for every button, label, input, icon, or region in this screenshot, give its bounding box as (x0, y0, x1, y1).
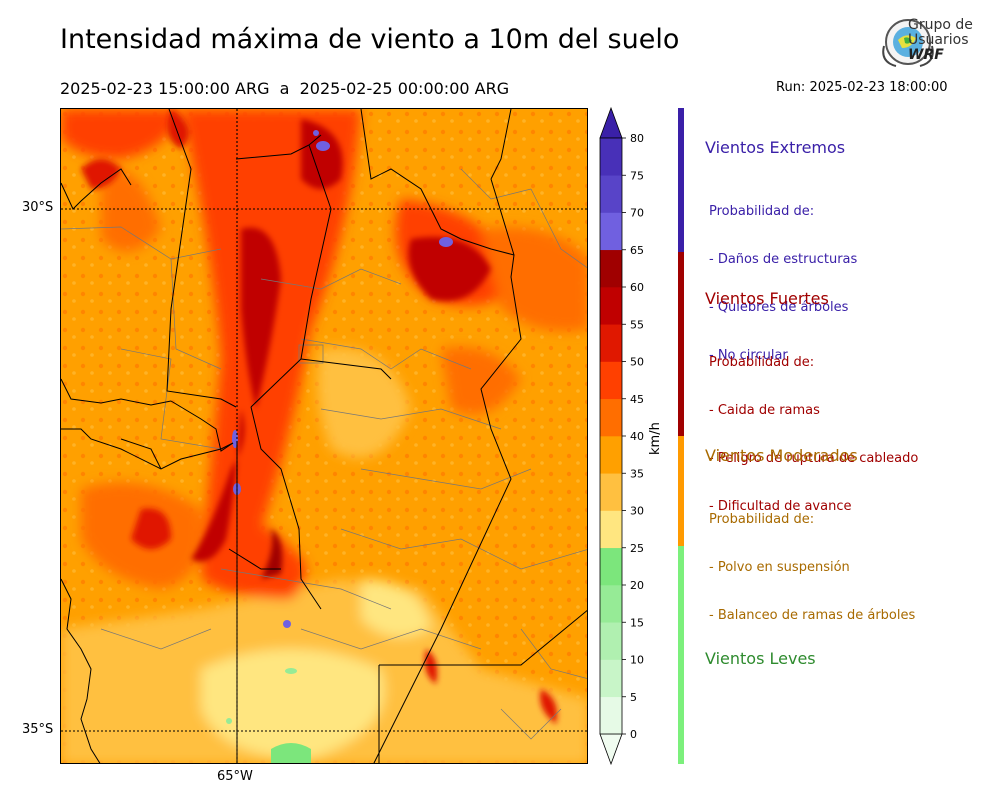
light-wind-patches (226, 668, 311, 763)
colorbar-extend-high (599, 106, 623, 139)
category-item: - Daños de estructuras (709, 252, 858, 267)
category-title-strong: Vientos Fuertes (705, 289, 829, 308)
colorbar-tick-label: 20 (630, 579, 644, 592)
colorbar-swatch (600, 138, 622, 176)
colorbar-swatch (600, 398, 622, 437)
colorbar-tick-label: 50 (630, 356, 644, 369)
colorbar-swatch (600, 510, 622, 549)
colorbar-extend-low (599, 733, 623, 766)
colorbar-swatch (600, 212, 622, 251)
category-item: - Dificultad de avance (709, 499, 852, 514)
colorbar-tick-label: 65 (630, 244, 644, 257)
colorbar-tick-label: 75 (630, 169, 644, 182)
wind-map (60, 108, 588, 764)
wrf-group-logo (882, 19, 934, 67)
category-bar-extreme (678, 108, 684, 252)
department-borders (61, 168, 587, 740)
logo-wordmark: Grupo de Usuarios WRF (908, 18, 973, 63)
category-heading: Probabilidad de: (709, 204, 815, 219)
colorbar-tick-label: 10 (630, 654, 644, 667)
logo-line-1: Grupo de (908, 17, 973, 33)
colorbar: 0 5 10 15 20 25 30 35 40 45 50 55 60 65 70 75 80 (599, 106, 644, 766)
category-item: - Balanceo de ramas de árboles (709, 608, 916, 623)
colorbar-tick-label: 80 (630, 132, 644, 145)
category-desc-strong: Probabilidad de: - Caida de ramas - Peli… (709, 323, 918, 531)
colorbar-tick-label: 30 (630, 505, 644, 518)
colorbar-tick-label: 35 (630, 467, 644, 480)
colorbar-tick-label: 0 (630, 728, 637, 741)
colorbar-swatch (600, 622, 622, 660)
colorbar-swatch (600, 585, 622, 623)
category-item: - No circular (709, 348, 788, 363)
colorbar-tick-label: 40 (630, 430, 644, 443)
category-item: - Caida de ramas (709, 403, 820, 418)
category-bar-light (678, 546, 684, 764)
province-borders (61, 109, 587, 763)
category-item: - Quiebres de árboles (709, 300, 849, 315)
category-heading: Probabilidad de: (709, 512, 815, 527)
logo-line-3: WRF (908, 47, 944, 63)
category-desc-extreme: Probabilidad de: - Daños de estructuras … (709, 172, 857, 380)
colorbar-swatch (600, 547, 622, 586)
graticule (61, 109, 587, 763)
lat-label-35s: 35°S (22, 722, 54, 737)
run-time: Run: 2025-02-23 18:00:00 (776, 80, 948, 95)
colorbar-swatch (600, 361, 622, 400)
map-title: Intensidad máxima de viento a 10m del su… (60, 24, 680, 55)
colorbar-swatch (600, 473, 622, 511)
category-title-moderate: Vientos Moderados (705, 446, 858, 465)
colorbar-unit: km/h (648, 422, 663, 455)
valid-period: 2025-02-23 15:00:00 ARG a 2025-02-25 00:… (60, 79, 510, 98)
category-title-extreme: Vientos Extremos (705, 138, 846, 157)
category-desc-moderate: Probabilidad de: - Polvo en suspensión -… (709, 480, 915, 640)
strong-wind-cores (81, 109, 557, 724)
colorbar-tick-label: 60 (630, 281, 644, 294)
colorbar-tick-label: 5 (630, 691, 637, 704)
colorbar-swatch (600, 175, 622, 213)
colorbar-swatch (600, 436, 622, 474)
colorbar-tick-label: 45 (630, 393, 644, 406)
wind-map-canvas (61, 109, 587, 763)
category-item: - Peligro de ruptura de cableado (709, 451, 919, 466)
category-item: - Polvo en suspensión (709, 560, 850, 575)
logo-line-2: Usuarios (908, 32, 969, 48)
colorbar-tick-label: 55 (630, 318, 644, 331)
lat-label-30s: 30°S (22, 200, 54, 215)
category-heading: Probabilidad de: (709, 355, 815, 370)
colorbar-swatch (600, 659, 622, 698)
category-bar-strong (678, 252, 684, 436)
colorbar-swatch (600, 287, 622, 325)
colorbar-swatch (600, 324, 622, 362)
colorbar-tick-label: 25 (630, 542, 644, 555)
category-title-light: Vientos Leves (705, 649, 816, 668)
lon-label-65w: 65°W (217, 769, 253, 784)
colorbar-swatch (600, 249, 622, 288)
colorbar-tick-label: 15 (630, 616, 644, 629)
colorbar-swatch (600, 696, 622, 735)
colorbar-tick-label: 70 (630, 207, 644, 220)
category-bar-moderate (678, 436, 684, 546)
